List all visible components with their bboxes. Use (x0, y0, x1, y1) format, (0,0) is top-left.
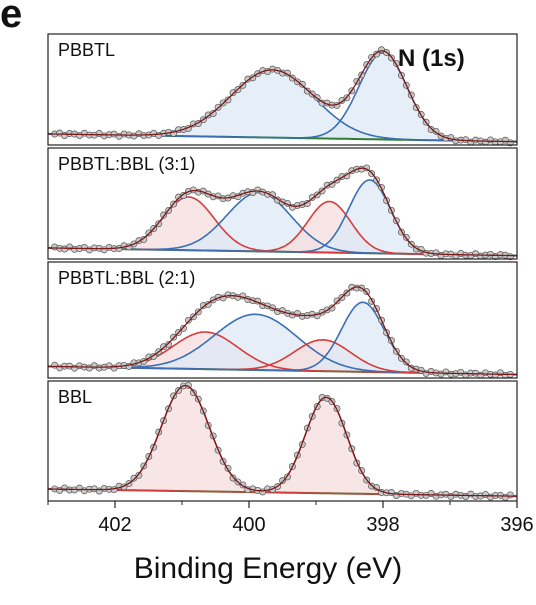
data-point-2-19 (140, 235, 148, 243)
panel-frame-4 (47, 380, 518, 502)
panel-frame-2 (47, 147, 518, 260)
component-fill-2-4 (48, 180, 517, 256)
data-point-4-17 (130, 474, 138, 482)
x-tick-label-2: 400 (232, 514, 265, 536)
data-point-3-24 (165, 340, 173, 348)
component-fill-4-1 (48, 385, 517, 497)
envelope-3 (48, 286, 517, 376)
panel-label-3: PBBTL:BBL (2:1) (58, 268, 195, 288)
panel-label-2: PBBTL:BBL (3:1) (58, 154, 195, 174)
data-point-3-27 (180, 324, 187, 332)
annotation-n1s: N (1s) (398, 45, 465, 72)
panel-letter: e (0, 0, 23, 36)
component-fill-1-1 (48, 69, 517, 142)
data-point-3-28 (184, 316, 192, 324)
component-fill-3-2 (48, 314, 517, 375)
panel-frame-1 (47, 33, 518, 146)
component-fill-2-1 (48, 197, 517, 256)
data-point-1-33 (209, 110, 217, 117)
panel-frame-3 (47, 261, 518, 379)
envelope-2 (48, 167, 518, 257)
data-point-1-36 (224, 96, 232, 104)
x-tick-label-4: 396 (500, 514, 533, 536)
data-point-1-51 (298, 80, 306, 88)
x-tick-label-1: 402 (98, 514, 131, 536)
component-fill-3-3 (48, 339, 517, 375)
data-point-3-72 (402, 358, 410, 366)
data-point-3-57 (328, 304, 336, 312)
panel-label-4: BBL (58, 387, 92, 407)
component-fill-2-2 (48, 192, 517, 256)
data-point-4-93 (506, 491, 514, 499)
x-tick-label-3: 398 (366, 514, 399, 536)
x-axis-label: Binding Energy (eV) (133, 552, 403, 585)
data-point-1-37 (229, 89, 237, 97)
panel-label-1: PBBTL (58, 40, 115, 60)
envelope-1 (48, 50, 518, 143)
envelope-4 (48, 384, 517, 497)
data-point-3-58 (333, 297, 341, 305)
data-point-4-47 (279, 477, 286, 485)
